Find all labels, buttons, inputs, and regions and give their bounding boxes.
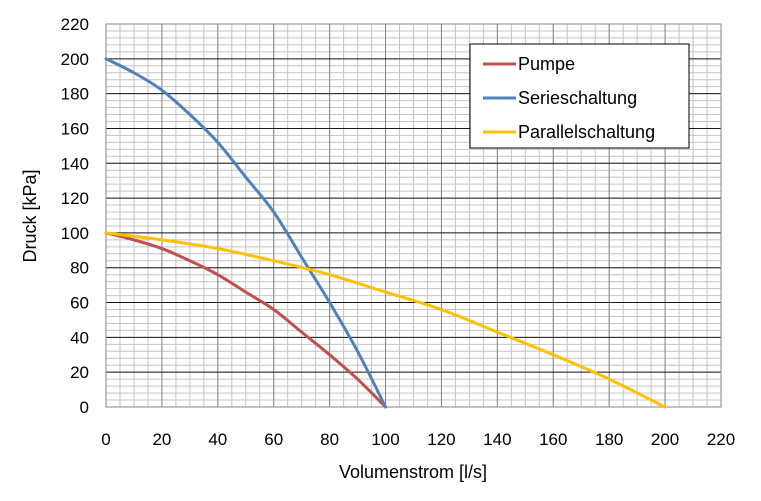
series-layer <box>104 57 667 409</box>
series-line-serieschaltung <box>104 57 388 409</box>
x-tick-label: 20 <box>152 430 171 449</box>
y-tick-label: 40 <box>70 328 89 347</box>
x-tick-label: 120 <box>427 430 455 449</box>
x-tick-label: 180 <box>595 430 623 449</box>
y-axis-title: Druck [kPa] <box>20 169 40 262</box>
x-tick-label: 220 <box>707 430 735 449</box>
series-line-pumpe <box>104 231 388 409</box>
legend-items: Pumpe Serieschaltung Parallelschaltung <box>483 54 655 142</box>
series-line-parallelschaltung <box>104 231 667 409</box>
x-tick-label: 100 <box>371 430 399 449</box>
legend-label-pumpe: Pumpe <box>518 54 575 74</box>
y-tick-label: 100 <box>61 224 89 243</box>
y-tick-label: 120 <box>61 189 89 208</box>
y-tick-label: 160 <box>61 119 89 138</box>
legend-label-parallelschaltung: Parallelschaltung <box>518 122 655 142</box>
y-tick-label: 140 <box>61 154 89 173</box>
y-tick-label: 200 <box>61 50 89 69</box>
x-tick-label: 140 <box>483 430 511 449</box>
x-tick-label: 40 <box>208 430 227 449</box>
y-tick-labels: 0 20 40 60 80 100 120 140 160 180 200 220 <box>61 15 89 417</box>
x-tick-label: 80 <box>320 430 339 449</box>
x-tick-label: 160 <box>539 430 567 449</box>
y-tick-label: 220 <box>61 15 89 34</box>
x-axis-title: Volumenstrom [l/s] <box>339 462 487 482</box>
y-tick-label: 0 <box>80 398 89 417</box>
x-tick-label: 0 <box>101 430 110 449</box>
x-tick-label: 200 <box>651 430 679 449</box>
y-tick-label: 180 <box>61 85 89 104</box>
x-tick-labels: 0 20 40 60 80 100 120 140 160 180 200 220 <box>101 430 735 449</box>
y-tick-label: 60 <box>70 294 89 313</box>
legend-label-serieschaltung: Serieschaltung <box>518 88 637 108</box>
y-tick-label: 80 <box>70 259 89 278</box>
plot-border <box>105 23 722 408</box>
legend: Pumpe Serieschaltung Parallelschaltung <box>469 43 690 149</box>
y-tick-label: 20 <box>70 363 89 382</box>
x-tick-label: 60 <box>264 430 283 449</box>
